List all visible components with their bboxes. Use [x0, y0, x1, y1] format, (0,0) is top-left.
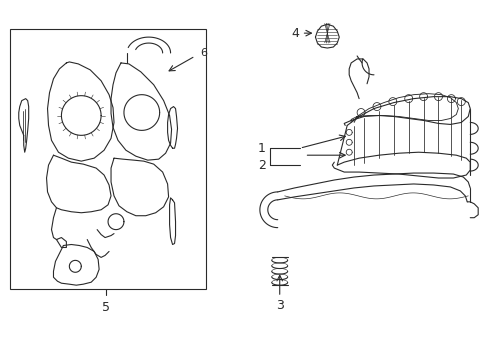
Text: 5: 5	[102, 301, 110, 314]
Text: 6: 6	[200, 48, 207, 58]
Text: 1: 1	[257, 142, 265, 155]
Text: 2: 2	[257, 159, 265, 172]
Bar	[10, 29, 206, 289]
Text: 4: 4	[291, 27, 299, 40]
Text: 3: 3	[275, 298, 283, 311]
